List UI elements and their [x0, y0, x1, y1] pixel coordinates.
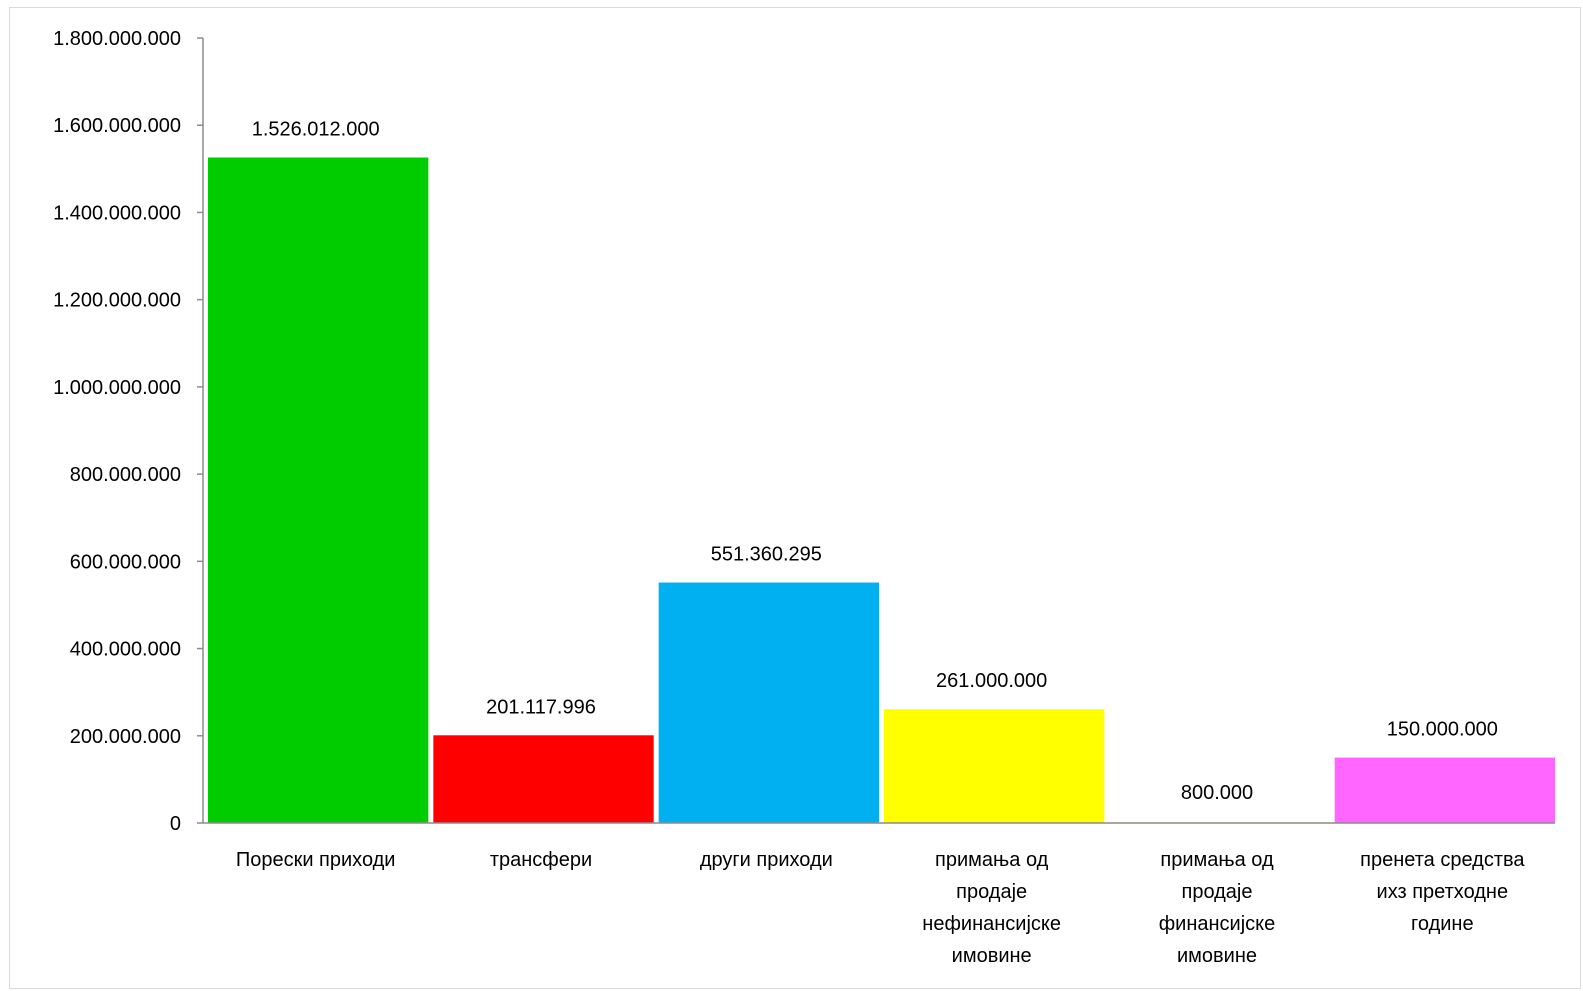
data-label: 551.360.295	[711, 544, 822, 566]
y-tick-label: 0	[170, 813, 181, 835]
data-label: 150.000.000	[1387, 719, 1498, 741]
bar	[658, 582, 879, 823]
bar	[884, 709, 1105, 823]
category-label: трансфери	[490, 849, 592, 871]
y-tick-label: 1.600.000.000	[53, 115, 181, 137]
y-axis-ticks: 0 200.000.000 400.000.000 600.000.000 800.00…	[53, 28, 203, 835]
bar	[208, 157, 429, 824]
bar	[1334, 757, 1555, 823]
category-label: примања од	[935, 849, 1049, 871]
category-labels: Порески приходи трансфери други приходи при…	[236, 849, 1526, 967]
y-tick-label: 600.000.000	[70, 551, 181, 573]
y-tick-label: 200.000.000	[70, 726, 181, 748]
y-tick-label: 1.000.000.000	[53, 377, 181, 399]
category-label: продаје	[1182, 881, 1253, 903]
category-label: продаје	[956, 881, 1027, 903]
y-tick-label: 1.400.000.000	[53, 202, 181, 224]
category-label: други приходи	[700, 849, 833, 871]
data-labels: 1.526.012.000 201.117.996 551.360.295 261.0…	[252, 118, 1498, 804]
data-label: 1.526.012.000	[252, 118, 380, 140]
data-label: 201.117.996	[486, 696, 596, 718]
y-tick-label: 800.000.000	[70, 464, 181, 486]
category-label: нефинансијске	[922, 913, 1061, 935]
category-label: године	[1411, 913, 1474, 935]
bars	[208, 157, 1555, 824]
bar	[433, 735, 654, 823]
category-label: пренета средства	[1360, 849, 1525, 871]
y-tick-label: 1.800.000.000	[53, 28, 181, 50]
y-tick-label: 1.200.000.000	[53, 290, 181, 312]
category-label: финансијске	[1159, 913, 1276, 935]
category-label: ихз претходне	[1377, 881, 1509, 903]
category-label: имовине	[952, 945, 1032, 967]
category-label: примања од	[1160, 849, 1274, 871]
data-label: 800.000	[1181, 782, 1253, 804]
data-label: 261.000.000	[936, 670, 1047, 692]
category-label: имовине	[1177, 945, 1257, 967]
category-label: Порески приходи	[236, 849, 396, 871]
y-tick-label: 400.000.000	[70, 639, 181, 661]
